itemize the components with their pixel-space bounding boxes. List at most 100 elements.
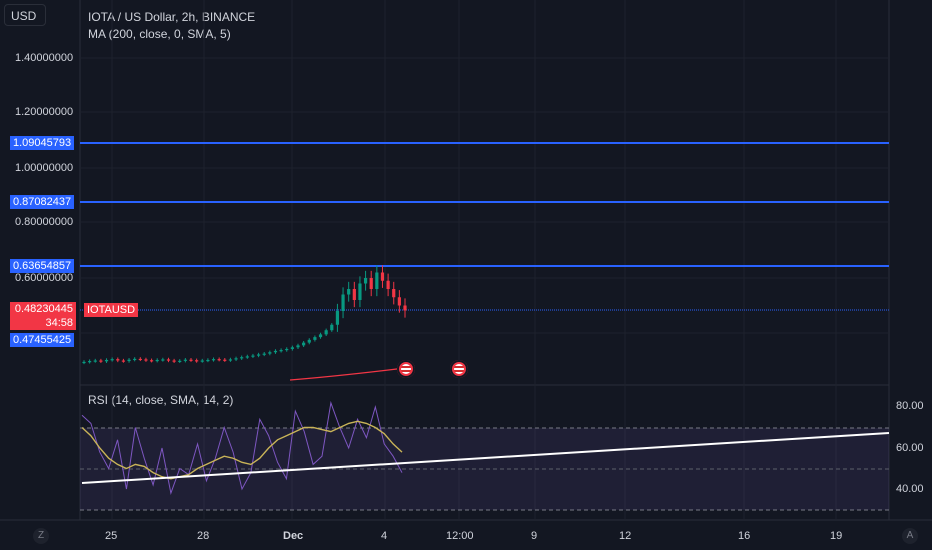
candle-body <box>82 361 86 364</box>
price-tick: 1.00000000 <box>15 162 74 174</box>
price-tick: 0.60000000 <box>15 272 74 284</box>
rsi-ma-line <box>81 420 403 480</box>
price-grid <box>80 57 889 334</box>
rsi-line <box>81 400 403 495</box>
candle-body <box>234 358 238 360</box>
candle-body <box>307 339 311 343</box>
ma-line <box>289 367 406 381</box>
candle-body <box>285 348 289 351</box>
candle-body <box>245 356 249 358</box>
candle-body <box>363 278 368 284</box>
candle-body <box>149 360 154 362</box>
level-label: 0.63654857 <box>10 259 75 273</box>
price-tick: 0.80000000 <box>15 216 74 228</box>
candle-body <box>127 359 131 362</box>
candle-body <box>273 350 278 353</box>
candle-body <box>268 352 272 354</box>
rsi-trendline <box>81 432 890 484</box>
candle-body <box>392 289 396 298</box>
candle-body <box>166 359 171 361</box>
candle-body <box>290 347 294 349</box>
time-grid <box>111 0 837 520</box>
time-label: 4 <box>381 530 388 542</box>
candle-body <box>93 360 97 362</box>
level-label: 0.87082437 <box>10 195 75 209</box>
candle-body <box>206 359 210 362</box>
us-flag-event-icon[interactable] <box>450 360 468 378</box>
candle-body <box>347 289 351 295</box>
candle-body <box>256 354 261 356</box>
level-label: 0.47455425 <box>10 333 75 347</box>
candle-body <box>88 361 92 363</box>
currency-label: USD <box>11 9 37 23</box>
candle-body <box>352 289 356 300</box>
rsi-tick: 40.00 <box>896 483 924 495</box>
candle-body <box>403 305 407 311</box>
currency-button[interactable]: USD <box>4 4 46 26</box>
countdown-timer: 34:58 <box>45 317 73 329</box>
candle-body <box>228 359 233 361</box>
us-flag-event-icon[interactable] <box>397 360 415 378</box>
candle-body <box>155 359 159 362</box>
candle-body <box>217 359 221 361</box>
candle-body <box>313 337 317 340</box>
candlestick-series <box>82 265 407 365</box>
candle-body <box>302 342 306 346</box>
time-label: Dec <box>283 530 304 542</box>
candle-body <box>121 360 126 362</box>
last-price-label: 0.48230445 34:58 <box>10 302 76 330</box>
rsi-tick: 60.00 <box>896 442 924 454</box>
time-label: 19 <box>830 530 843 542</box>
candle-body <box>223 359 227 361</box>
level-label: 1.09045793 <box>10 136 75 150</box>
auto-scale-icon-label: A <box>906 530 914 541</box>
candle-body <box>138 358 142 361</box>
candle-body <box>386 280 390 289</box>
symbol-price-tag: IOTAUSD <box>84 303 139 317</box>
rsi-indicator-label[interactable]: RSI (14, close, SMA, 14, 2) <box>88 393 234 407</box>
time-label: 9 <box>531 530 538 542</box>
candle-body <box>189 359 193 361</box>
candle-body <box>104 359 109 362</box>
ma-indicator-label[interactable]: MA (200, close, 0, SMA, 5) <box>88 27 231 41</box>
candle-body <box>110 359 114 361</box>
rsi-tick: 80.00 <box>896 400 924 412</box>
candle-body <box>262 353 266 355</box>
candle-body <box>178 360 182 362</box>
last-price-value: 0.48230445 <box>14 303 73 315</box>
timezone-icon-label: Z <box>37 530 45 541</box>
candle-body <box>380 272 385 281</box>
time-label: 12 <box>619 530 632 542</box>
candle-body <box>211 359 216 361</box>
candle-body <box>358 283 362 300</box>
candle-body <box>375 272 379 289</box>
symbol-title: IOTA / US Dollar, 2h, BINANCE <box>88 10 256 24</box>
price-tick: 1.40000000 <box>15 52 74 64</box>
candle-body <box>144 359 148 361</box>
candle-body <box>318 334 323 338</box>
candle-body <box>296 345 300 348</box>
candle-body <box>341 294 345 311</box>
candle-body <box>324 330 328 335</box>
candle-body <box>240 357 244 359</box>
time-label: 25 <box>105 530 118 542</box>
time-label: 28 <box>197 530 210 542</box>
time-label: 12:00 <box>446 530 474 542</box>
candle-body <box>279 350 283 352</box>
candle-body <box>330 324 334 331</box>
candle-body <box>183 359 187 361</box>
candle-body <box>200 360 204 362</box>
timezone-icon[interactable]: Z <box>33 528 49 544</box>
candle-body <box>335 311 340 325</box>
candle-body <box>99 360 103 362</box>
candle-body <box>172 360 176 362</box>
candle-body <box>116 359 120 361</box>
price-tick: 1.20000000 <box>15 106 74 118</box>
candle-body <box>251 355 255 357</box>
candle-body <box>397 297 401 306</box>
auto-scale-icon[interactable]: A <box>902 528 918 544</box>
candle-body <box>195 360 199 362</box>
time-label: 16 <box>738 530 751 542</box>
candle-body <box>369 278 373 289</box>
